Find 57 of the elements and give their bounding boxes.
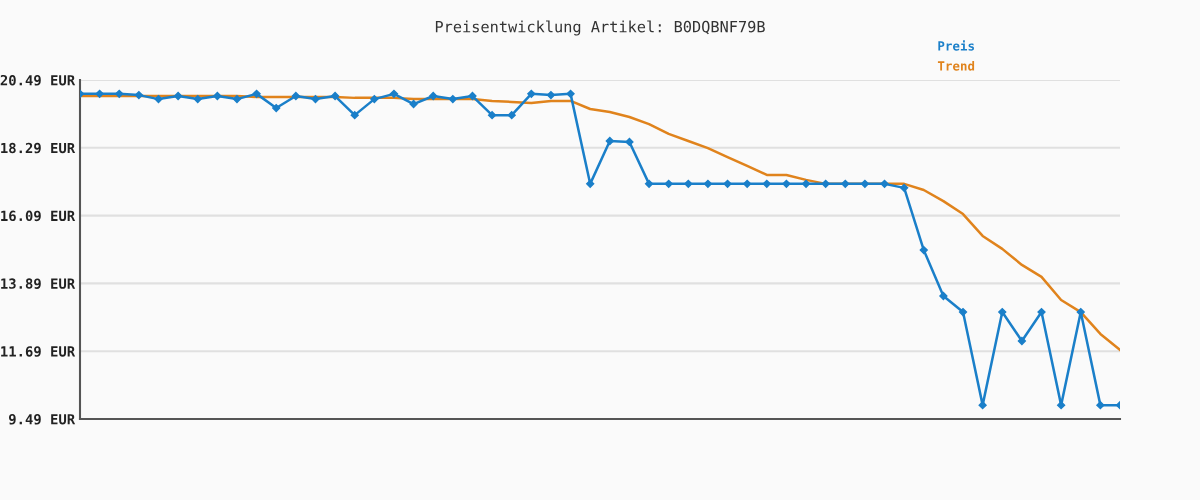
point <box>723 179 732 188</box>
point <box>762 179 771 188</box>
point <box>605 136 614 146</box>
point <box>95 89 104 99</box>
point <box>900 183 909 192</box>
point <box>507 111 516 120</box>
text: Trend <box>937 60 975 71</box>
point <box>880 179 889 188</box>
point <box>958 307 968 317</box>
point <box>527 89 536 99</box>
point <box>232 94 242 104</box>
point <box>998 307 1007 317</box>
point <box>389 89 399 99</box>
point <box>154 94 163 104</box>
point <box>586 179 595 188</box>
point <box>291 91 300 101</box>
point <box>213 91 222 101</box>
point <box>134 90 144 100</box>
point <box>703 179 713 188</box>
point <box>173 91 183 101</box>
point <box>860 179 870 188</box>
point <box>644 179 654 188</box>
point <box>350 111 359 120</box>
point <box>252 89 261 99</box>
point <box>448 94 457 104</box>
point <box>684 179 693 188</box>
point <box>193 94 202 104</box>
point <box>841 179 850 188</box>
point <box>625 137 634 147</box>
point <box>115 89 124 99</box>
point <box>487 111 497 120</box>
y-tick-label: 16.09 EUR <box>1 210 76 222</box>
point <box>546 90 556 100</box>
point <box>1096 400 1105 410</box>
point <box>743 179 752 188</box>
point <box>330 91 340 101</box>
point <box>370 94 379 104</box>
point <box>664 179 673 188</box>
point <box>919 245 928 255</box>
point <box>782 179 791 188</box>
y-tick-label: 11.69 EUR <box>1 346 76 357</box>
point <box>468 91 477 101</box>
chart-title: Preisentwicklung Artikel: B0DQBNF79B <box>435 20 765 36</box>
y-tick-label: 13.89 EUR <box>1 278 76 289</box>
point <box>566 89 575 99</box>
point <box>801 179 811 188</box>
point <box>409 99 418 109</box>
y-tick-label: 20.49 EUR <box>0 74 76 86</box>
point <box>1017 336 1027 346</box>
point <box>939 291 948 301</box>
text: Preis <box>938 40 974 51</box>
point <box>821 179 830 188</box>
y-tick-label: 18.29 EUR <box>1 142 76 154</box>
point <box>429 91 438 101</box>
point <box>311 94 320 104</box>
point <box>272 103 281 113</box>
y-tick-label: 9.49 EUR <box>9 414 76 425</box>
